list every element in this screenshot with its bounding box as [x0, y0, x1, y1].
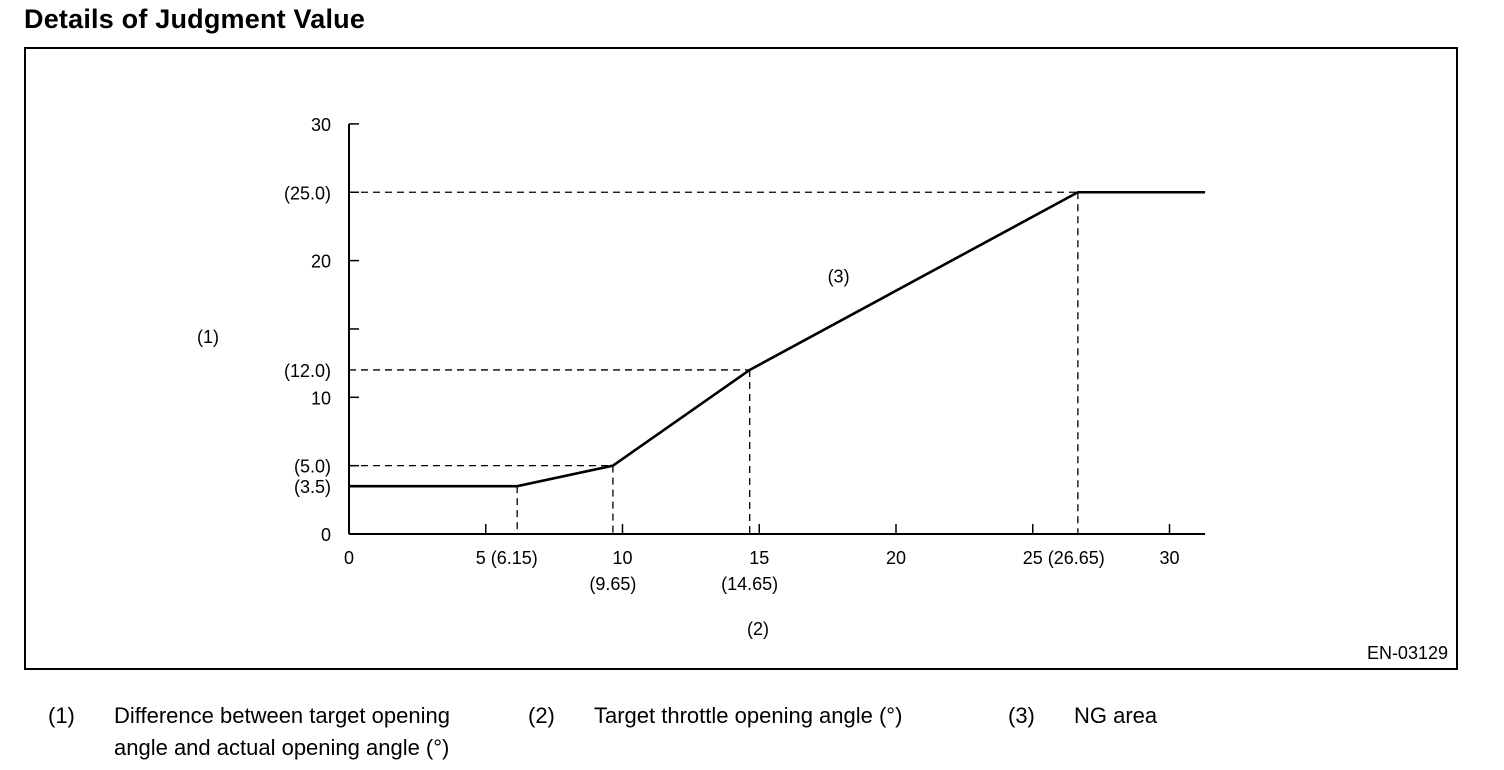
figure-frame: EN-03129 [24, 47, 1458, 670]
ng-area-label: (3) [828, 266, 850, 286]
x-tick-label: 5 (6.15) [476, 548, 538, 568]
figure-code: EN-03129 [1366, 643, 1448, 663]
legend-text-1-line-2: angle and actual opening angle (°) [114, 735, 450, 760]
x-axis-label: (2) [747, 619, 769, 639]
x-tick-label: 20 [886, 548, 906, 568]
y-axis-label: (1) [197, 327, 219, 347]
x-tick-label: 30 [1159, 548, 1179, 568]
y-tick-label: 20 [311, 252, 331, 272]
judgment-boundary-line [349, 190, 1206, 488]
x-tick-label: 15 [749, 548, 769, 568]
legend-text-3-line-1: NG area [1074, 703, 1158, 728]
y-tick-label: 0 [321, 525, 331, 545]
legend-number-2: (2) [528, 703, 555, 728]
page-title: Details of Judgment Value [24, 4, 366, 34]
y-reference-label: (5.0) [294, 457, 331, 477]
y-reference-label: (3.5) [294, 477, 331, 497]
legend-text-2-line-1: Target throttle opening angle (°) [594, 703, 903, 728]
y-reference-label: (12.0) [284, 361, 331, 381]
legend-text-1-line-1: Difference between target opening [114, 703, 450, 728]
x-tick-label: 0 [344, 548, 354, 568]
x-tick-label: 10 [612, 548, 632, 568]
y-tick-label: 30 [311, 115, 331, 135]
legend-number-1: (1) [48, 703, 75, 728]
x-sub-label: (9.65) [589, 574, 636, 594]
judgment-chart: 0 5 (6.15) 10 15 20 25 (26.65) 30 (9.65) (14.65)… [197, 115, 1206, 639]
legend-number-3: (3) [1008, 703, 1035, 728]
y-reference-label: (25.0) [284, 183, 331, 203]
x-sub-label: (14.65) [721, 574, 778, 594]
y-tick-label: 10 [311, 388, 331, 408]
x-tick-label: 25 (26.65) [1023, 548, 1105, 568]
